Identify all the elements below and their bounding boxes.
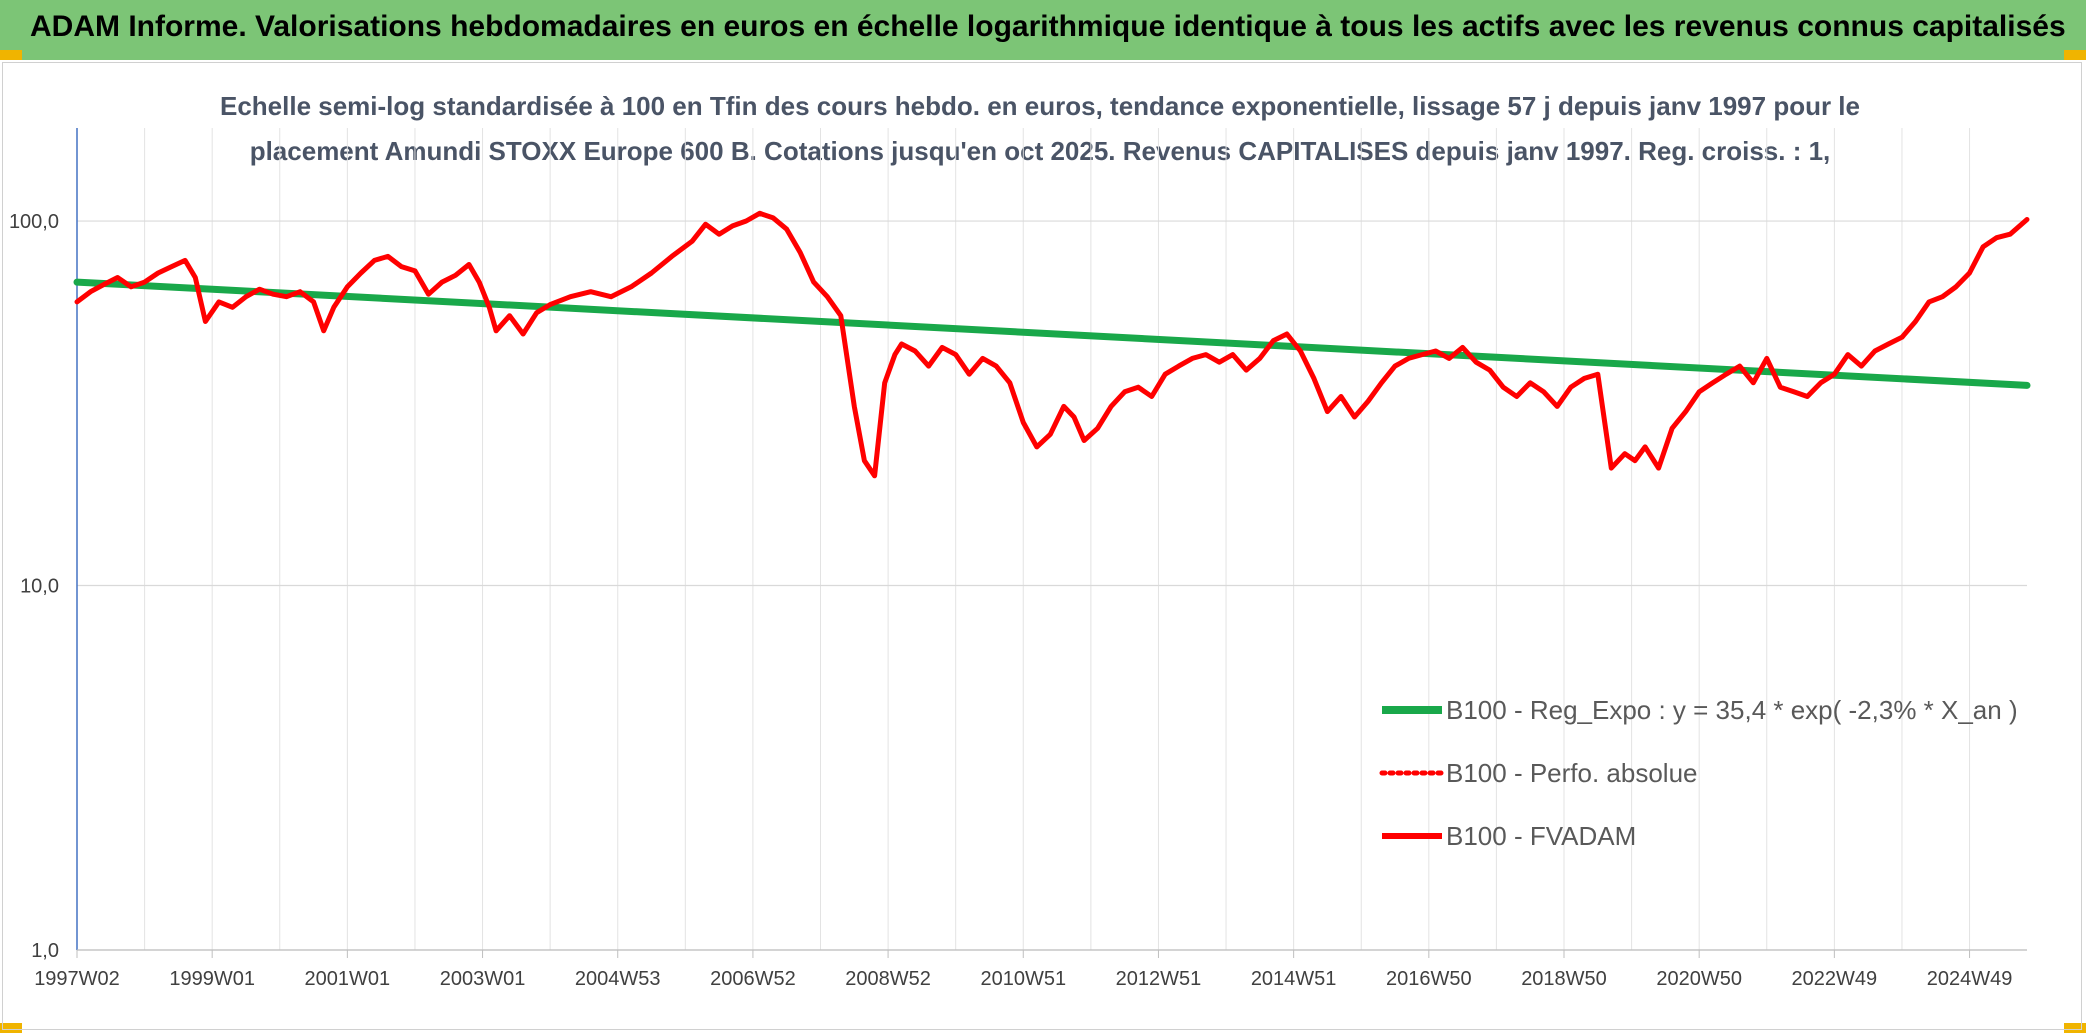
chart-frame — [2, 62, 2082, 1030]
x-tick-label: 1999W01 — [169, 968, 255, 990]
corner-marker — [0, 50, 22, 60]
x-tick-label: 2020W50 — [1656, 968, 1742, 990]
x-tick-label: 2014W51 — [1251, 968, 1337, 990]
legend-label-0: B100 - Reg_Expo : y = 35,4 * exp( -2,3% … — [1446, 695, 2018, 725]
chart-subtitle-line-1: Echelle semi-log standardisée à 100 en T… — [220, 91, 1860, 121]
x-tick-label: 2024W49 — [1927, 968, 2013, 990]
series-line-0 — [73, 278, 2031, 389]
corner-marker — [0, 1023, 22, 1033]
x-tick-label: 2001W01 — [305, 968, 391, 990]
axes: 1,0 10,0 100,0 1997W02 1999W01 2001W01 2003W01… — [9, 128, 2027, 990]
legend-label-1: B100 - Perfo. absolue — [1446, 758, 1698, 788]
x-tick-label: 2022W49 — [1792, 968, 1878, 990]
corner-marker — [2064, 50, 2086, 60]
y-tick-label: 100,0 — [9, 211, 59, 233]
header-banner: ADAM Informe. Valorisations hebdomadaire… — [0, 0, 2086, 60]
y-tick-label: 10,0 — [20, 576, 59, 598]
x-tick-label: 2008W52 — [845, 968, 931, 990]
x-tick-label: 2016W50 — [1386, 968, 1472, 990]
x-tick-label: 2010W51 — [980, 968, 1066, 990]
x-tick-label: 2003W01 — [440, 968, 526, 990]
legend-label-2: B100 - FVADAM — [1446, 821, 1636, 851]
series-lines — [73, 210, 2031, 479]
legend: B100 - Reg_Expo : y = 35,4 * exp( -2,3% … — [1379, 695, 2018, 851]
x-tick-label: 2018W50 — [1521, 968, 1607, 990]
grid — [76, 128, 2027, 951]
page-title: ADAM Informe. Valorisations hebdomadaire… — [30, 10, 2066, 43]
x-tick-label: 2012W51 — [1116, 968, 1202, 990]
x-tick-label: 2006W52 — [710, 968, 796, 990]
chart-subtitle-line-2: placement Amundi STOXX Europe 600 B. Cot… — [250, 136, 1831, 166]
y-tick-label: 1,0 — [31, 940, 59, 962]
x-tick-label: 2004W53 — [575, 968, 661, 990]
corner-marker — [2064, 1023, 2086, 1033]
x-tick-label: 1997W02 — [34, 968, 120, 990]
series-line-2 — [74, 210, 2030, 479]
